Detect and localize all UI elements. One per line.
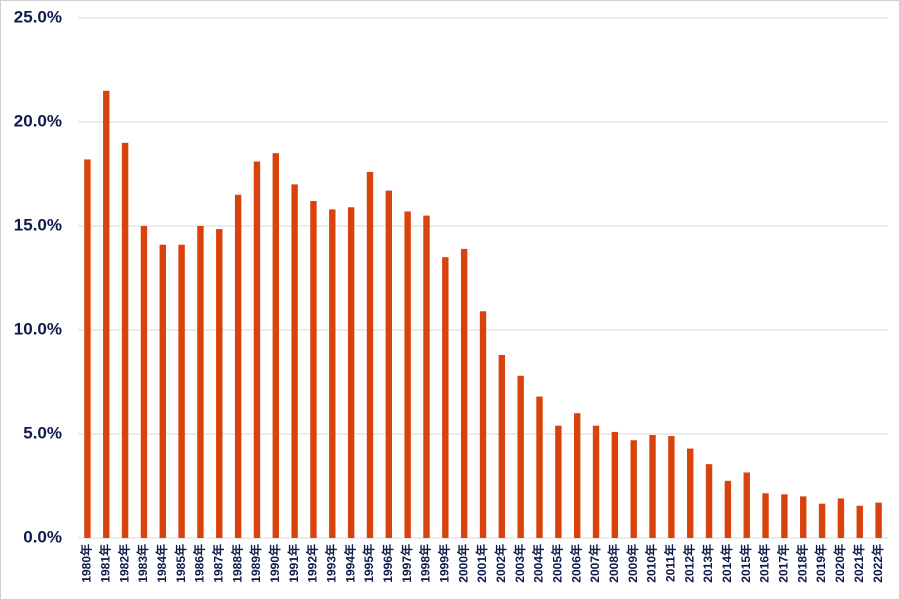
bar: [649, 435, 656, 538]
bar: [103, 90, 110, 539]
bar: [781, 494, 788, 538]
x-tick-label: 2018年: [794, 544, 809, 583]
bar: [724, 480, 732, 538]
bar: [404, 211, 411, 538]
bar: [329, 209, 336, 539]
y-tick-label: 25.0%: [14, 7, 62, 26]
x-tick-label: 2015年: [738, 544, 753, 583]
x-tick-label: 1993年: [323, 544, 338, 583]
x-tick-label: 2003年: [512, 544, 527, 583]
bar: [366, 171, 374, 539]
x-tick-label: 1992年: [305, 544, 320, 583]
bar: [423, 215, 430, 538]
x-tick-label: 1998年: [418, 544, 433, 583]
bar: [818, 503, 826, 538]
x-tick-label: 1997年: [399, 544, 414, 583]
bar: [573, 413, 581, 538]
bar: [630, 440, 637, 538]
bar: [705, 464, 713, 538]
y-tick-label: 10.0%: [14, 319, 62, 338]
bar: [517, 375, 524, 538]
x-tick-label: 2013年: [700, 544, 715, 583]
x-tick-label: 2001年: [474, 544, 489, 583]
x-tick-label: 1985年: [173, 544, 188, 583]
x-tick-label: 2007年: [587, 544, 602, 583]
x-tick-label: 2008年: [606, 544, 621, 583]
bar: [479, 311, 487, 538]
x-tick-label: 2004年: [531, 544, 546, 583]
y-tick-label: 5.0%: [23, 423, 62, 442]
x-tick-label: 1988年: [229, 544, 244, 583]
bar: [272, 153, 279, 538]
y-tick-label: 0.0%: [23, 527, 62, 546]
x-tick-label: 1986年: [192, 544, 207, 583]
bar: [611, 431, 619, 538]
bar: [216, 229, 223, 538]
x-tick-label: 2016年: [757, 544, 772, 583]
x-tick-label: 2006年: [568, 544, 583, 583]
x-tick-label: 1994年: [342, 544, 357, 583]
bar: [687, 448, 694, 538]
bar: [592, 425, 600, 538]
bar: [159, 244, 166, 538]
bar: [762, 493, 769, 538]
x-tick-label: 2012年: [681, 544, 696, 583]
bar: [310, 201, 317, 539]
bar: [84, 159, 91, 538]
x-tick-label: 2000年: [455, 544, 470, 583]
x-tick-label: 1996年: [380, 544, 395, 583]
x-tick-label: 2011年: [663, 544, 678, 582]
bar: [442, 257, 449, 538]
bar: [234, 194, 242, 539]
bar: [536, 396, 543, 538]
x-tick-label: 1980年: [79, 544, 94, 583]
x-tick-label: 2005年: [550, 544, 565, 583]
bar: [837, 498, 845, 538]
x-tick-label: 2019年: [813, 544, 828, 583]
x-tick-label: 1982年: [116, 544, 131, 583]
x-tick-label: 2002年: [493, 544, 508, 583]
bar: [385, 190, 393, 538]
bar: [347, 207, 355, 538]
x-tick-label: 1983年: [135, 544, 150, 583]
bar: [197, 226, 204, 538]
bar: [460, 248, 468, 538]
y-tick-label: 15.0%: [14, 215, 62, 234]
x-tick-label: 1989年: [248, 544, 263, 583]
x-tick-label: 2020年: [832, 544, 847, 583]
x-tick-label: 1991年: [286, 544, 301, 583]
bar: [291, 184, 298, 538]
bar: [856, 505, 863, 538]
bar: [121, 142, 129, 539]
bar: [668, 436, 675, 538]
bar: [253, 161, 261, 538]
bar: [875, 502, 882, 538]
x-tick-label: 1981年: [97, 544, 112, 583]
bar: [498, 354, 506, 538]
bar: [178, 244, 185, 538]
bar: [743, 472, 750, 538]
bar: [555, 425, 562, 538]
x-tick-label: 1995年: [361, 544, 376, 583]
x-tick-label: 2009年: [625, 544, 640, 583]
x-tick-label: 2022年: [870, 544, 885, 583]
x-tick-label: 2021年: [851, 544, 866, 583]
x-tick-label: 1990年: [267, 544, 282, 583]
x-tick-label: 2017年: [776, 544, 791, 583]
y-tick-label: 20.0%: [14, 111, 62, 130]
x-tick-label: 1984年: [154, 544, 169, 583]
bar: [140, 226, 148, 538]
x-tick-label: 2010年: [644, 544, 659, 583]
x-tick-label: 1987年: [210, 544, 225, 583]
x-tick-label: 2014年: [719, 544, 734, 583]
bar: [800, 496, 807, 538]
x-tick-label: 1999年: [436, 544, 451, 583]
